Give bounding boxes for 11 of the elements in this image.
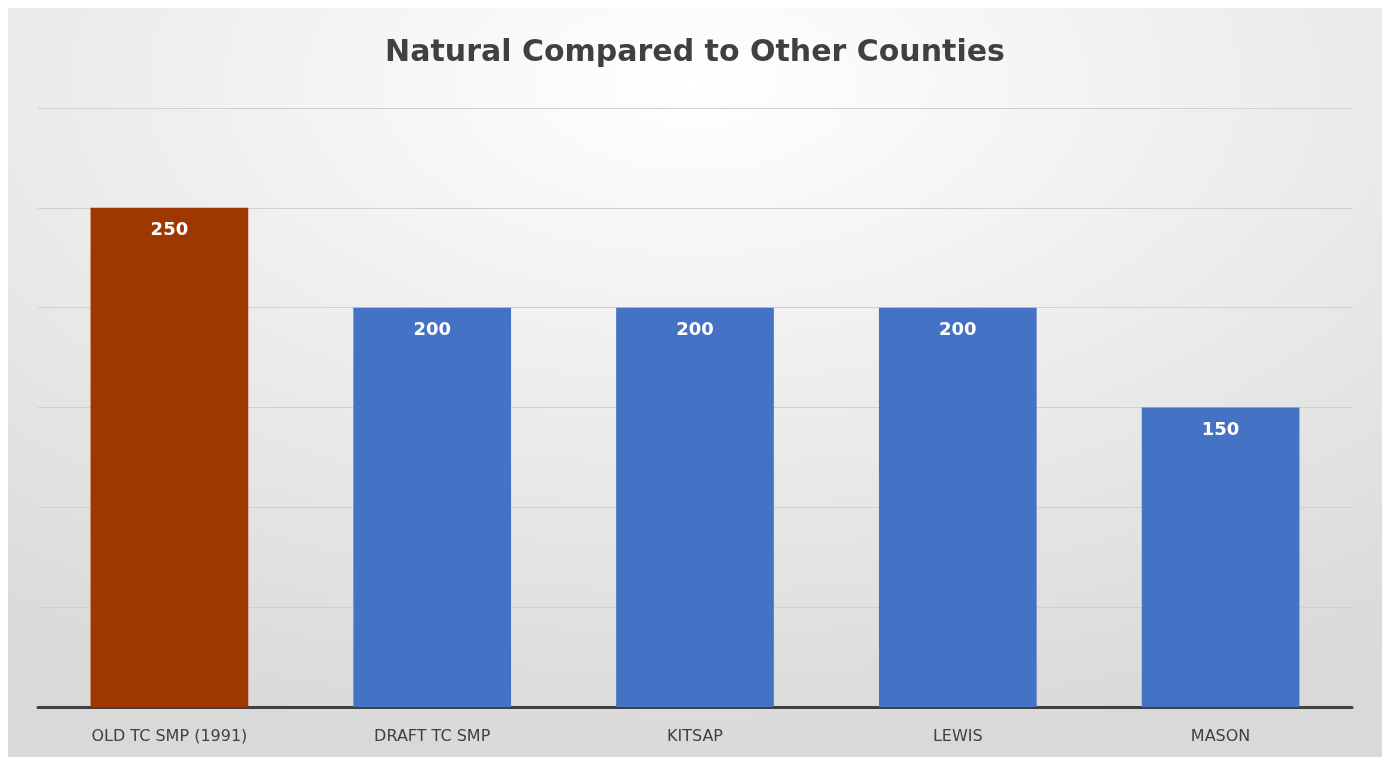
x-tick-label: KITSAP [666,725,724,745]
data-label: 200 [939,318,977,340]
chart-title: Natural Compared to Other Counties [385,32,1005,68]
x-tick-label: OLD TC SMP (1991) [91,725,248,745]
data-label: 150 [1201,418,1240,439]
x-tick-label: MASON [1190,725,1251,745]
x-tick-label: DRAFT TC SMP [374,725,491,745]
data-label: 200 [413,318,451,340]
data-label: 200 [676,318,714,340]
x-tick-label: LEWIS [932,725,983,745]
data-label: 250 [150,218,189,240]
